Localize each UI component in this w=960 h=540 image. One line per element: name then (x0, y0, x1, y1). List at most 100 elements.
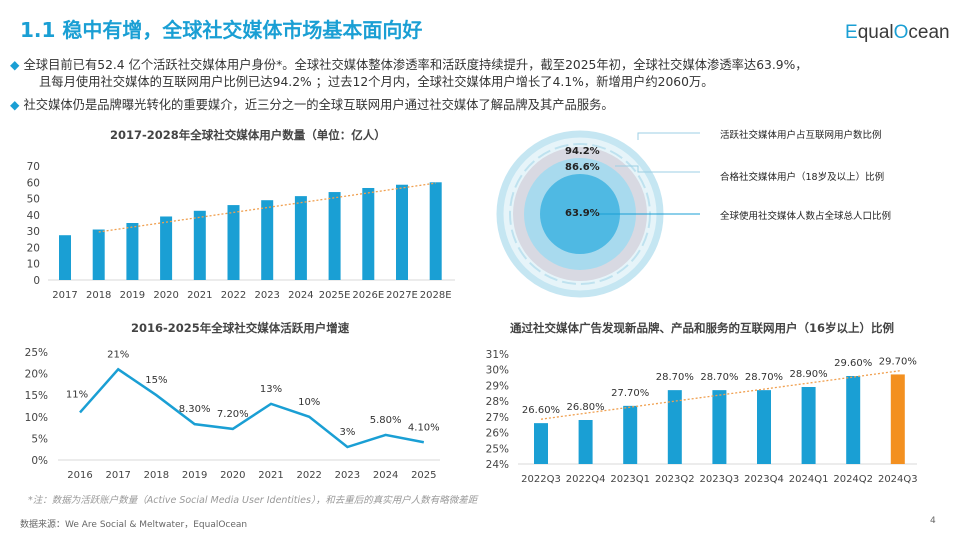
diamond-icon: ◆ (10, 58, 20, 72)
y-tick-label: 30 (27, 226, 40, 238)
data-label: 21% (107, 349, 129, 360)
y-tick-label: 20% (25, 369, 48, 381)
bar (362, 187, 375, 280)
data-label: 5.80% (370, 415, 402, 426)
y-tick-label: 20 (27, 242, 40, 254)
bar (396, 184, 408, 280)
chart3: 24% 25% 26% 27% 28% 29% 30% 31% 2022Q3 2022Q4 2023… (486, 349, 918, 485)
ring-label-1: 活跃社交媒体用户占互联网用户数比例 (720, 130, 882, 141)
bar (294, 196, 307, 280)
x-tick-label: 2022 (296, 470, 321, 481)
x-tick-label: 2019 (120, 290, 145, 301)
leader-line-2 (615, 165, 700, 173)
x-tick-label: 2022Q3 (521, 474, 561, 485)
data-label: 29.70% (879, 356, 917, 367)
page-title: 1.1 稳中有增，全球社交媒体市场基本面向好 (20, 18, 423, 42)
bar (801, 387, 816, 464)
data-label: 8.30% (179, 404, 211, 415)
x-tick-label: 2024Q2 (833, 474, 873, 485)
bullet-1: ◆ 全球目前已有52.4 亿个活跃社交媒体用户身份*。全球社交媒体整体渗透率和活跃… (10, 57, 930, 91)
bar (890, 374, 905, 464)
data-label: 4.10% (408, 422, 440, 433)
data-label: 28.70% (656, 372, 694, 383)
y-tick-label: 29% (486, 380, 509, 392)
x-tick-label: 2024Q1 (789, 474, 829, 485)
bar (261, 200, 274, 280)
leader-line-1 (637, 132, 700, 140)
y-tick-label: 28% (486, 396, 509, 408)
y-tick-label: 31% (486, 349, 509, 361)
x-tick-label: 2023 (254, 290, 279, 301)
x-tick-label: 2023Q2 (655, 474, 695, 485)
data-label: 28.70% (745, 372, 783, 383)
ring-label-2: 合格社交媒体用户（18岁及以上）比例 (720, 172, 885, 183)
x-tick-label: 2024 (373, 470, 398, 481)
data-source: 数据来源：We Are Social & Meltwater，EqualOcea… (20, 520, 248, 530)
bar (534, 423, 548, 464)
bar (667, 390, 682, 464)
y-tick-label: 30% (486, 365, 509, 377)
y-tick-label: 60 (27, 177, 40, 189)
bar (623, 405, 638, 464)
data-label: 28.90% (790, 369, 828, 380)
y-tick-label: 24% (486, 459, 509, 471)
x-tick-label: 2019 (182, 470, 207, 481)
y-tick-label: 0 (33, 275, 40, 287)
x-tick-label: 2024Q3 (878, 474, 918, 485)
y-tick-label: 26% (486, 428, 509, 440)
x-tick-label: 2024 (288, 290, 313, 301)
data-label: 29.60% (834, 358, 872, 369)
page-number: 4 (930, 516, 936, 526)
bar (712, 390, 727, 464)
ring-value-86: 86.6% (565, 162, 600, 173)
x-tick-label: 2020 (153, 290, 178, 301)
x-tick-label: 2026E (352, 290, 384, 301)
bullet-2: ◆ 社交媒体仍是品牌曝光转化的重要媒介，近三分之一的全球互联网用户通过社交媒体了解… (10, 97, 930, 114)
bar (328, 192, 341, 280)
x-tick-label: 2023Q4 (744, 474, 784, 485)
diamond-icon: ◆ (10, 98, 20, 112)
chart2-title: 2016-2025年全球社交媒体活跃用户增速 (131, 321, 350, 335)
circle-diagram (496, 130, 700, 298)
x-tick-label: 2017 (52, 290, 77, 301)
y-tick-label: 25% (486, 443, 509, 455)
trendline (98, 182, 436, 233)
y-tick-label: 10% (25, 412, 48, 424)
equalocean-logo: EqualOcean (845, 22, 950, 43)
ring-value-94: 94.2% (565, 146, 600, 157)
x-tick-label: 2025 (411, 470, 436, 481)
bullet-text: 社交媒体仍是品牌曝光转化的重要媒介，近三分之一的全球互联网用户通过社交媒体了解品… (23, 98, 614, 112)
chart1: 0 10 20 30 40 50 60 70 2017 2018 2019 2020 2021 2022 2… (27, 161, 455, 301)
data-label: 11% (66, 389, 88, 400)
x-tick-label: 2025E (319, 290, 351, 301)
y-tick-label: 10 (27, 259, 40, 271)
footnote: *注：数据为活跃账户数量（Active Social Media User Id… (28, 495, 478, 506)
ring-63 (540, 174, 620, 254)
trendline (540, 369, 902, 420)
bar (193, 210, 206, 280)
y-tick-label: 15% (25, 390, 48, 402)
x-tick-label: 2016 (67, 470, 92, 481)
x-tick-label: 2028E (420, 290, 452, 301)
data-label: 13% (260, 384, 282, 395)
chart1-title: 2017-2028年全球社交媒体用户数量（单位：亿人） (110, 128, 386, 142)
data-label: 15% (145, 375, 167, 386)
bar (92, 229, 105, 280)
bar (429, 182, 442, 280)
x-tick-label: 2018 (86, 290, 111, 301)
x-tick-label: 2017 (105, 470, 130, 481)
chart2: 0% 5% 10% 15% 20% 25% 2016 2017 2018 2019 2020 2021… (25, 347, 440, 481)
ring-value-63: 63.9% (565, 208, 600, 219)
data-label: 3% (339, 427, 355, 438)
bar (126, 223, 139, 280)
data-label: 26.60% (522, 405, 560, 416)
y-tick-label: 40 (27, 210, 40, 222)
x-tick-label: 2020 (220, 470, 245, 481)
chart3-title: 通过社交媒体广告发现新品牌、产品和服务的互联网用户（16岁以上）比例 (510, 321, 894, 335)
data-label: 28.70% (700, 372, 738, 383)
bar (227, 205, 240, 280)
bullet-text: 且每月使用社交媒体的互联网用户比例已达94.2% ；过去12个月内，全球社交媒体… (39, 75, 714, 89)
y-tick-label: 70 (27, 161, 40, 173)
y-tick-label: 25% (25, 347, 48, 359)
